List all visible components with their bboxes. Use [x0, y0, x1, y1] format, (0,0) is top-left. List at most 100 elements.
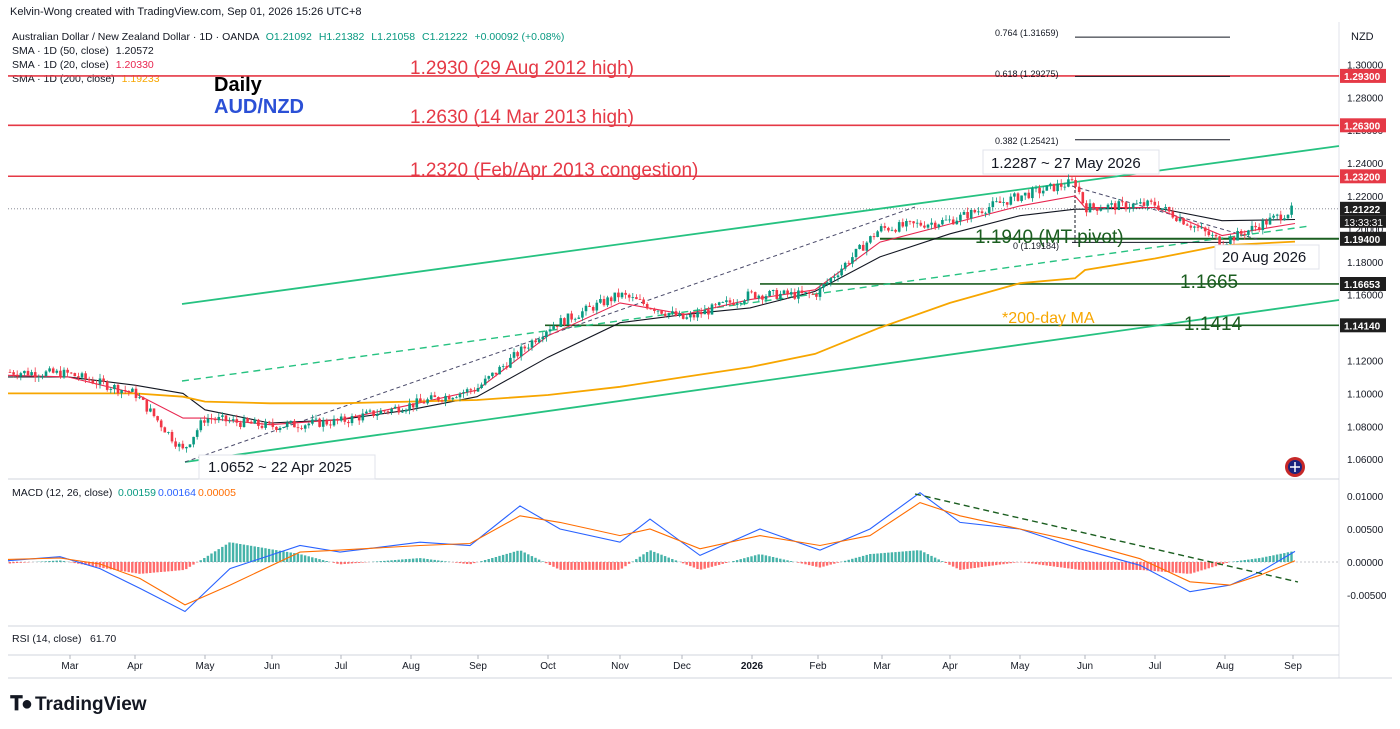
- macd-hist-bar: [296, 553, 300, 562]
- candle-body: [235, 419, 239, 423]
- candle-body: [19, 373, 23, 377]
- macd-hist-bar: [1013, 562, 1016, 563]
- macd-hist-bar: [725, 562, 728, 563]
- candle-body: [1095, 207, 1099, 211]
- candle-body: [51, 368, 55, 373]
- candle-body: [836, 275, 840, 278]
- candle-body: [1009, 196, 1013, 205]
- tradingview-logo[interactable]: 𝐓● TradingView: [10, 693, 147, 716]
- candle-body: [350, 416, 354, 424]
- candle-body: [1211, 234, 1214, 236]
- macd-hist-bar: [8, 562, 12, 564]
- candle-body: [26, 370, 30, 376]
- macd-hist-bar: [149, 562, 152, 573]
- macd-hist-bar: [23, 562, 26, 563]
- candle-body: [300, 428, 303, 429]
- rsi-value: 61.70: [90, 633, 116, 645]
- macd-hist-bar: [501, 554, 505, 562]
- macd-hist-bar: [444, 561, 447, 562]
- candle-body: [573, 318, 577, 320]
- candle-body: [23, 370, 26, 374]
- price-tick-9: 1.12000: [1347, 357, 1384, 368]
- macd-hist-bar: [721, 562, 724, 564]
- macd-hist-bar: [707, 562, 710, 568]
- candle-body: [296, 427, 300, 429]
- price-tag-5: 1.16653: [1344, 280, 1381, 291]
- macd-hist-bar: [109, 562, 112, 570]
- price-tag-bg-4: [1340, 231, 1386, 246]
- candle-body: [674, 311, 678, 316]
- candle-body: [303, 425, 307, 429]
- macd-hist-bar: [804, 562, 807, 565]
- candle-body: [1160, 208, 1164, 210]
- macd-hist-bar: [584, 562, 588, 570]
- macd-hist-bar: [1002, 562, 1005, 565]
- macd-hist-bar: [1085, 562, 1088, 570]
- macd-hist-bar: [95, 562, 98, 567]
- macd-hist-bar: [555, 562, 559, 569]
- macd-hist-bar: [1063, 562, 1066, 568]
- time-tick-8: Nov: [611, 661, 629, 672]
- macd-hist-bar: [1131, 562, 1135, 570]
- candle-body: [1117, 201, 1121, 210]
- flag-icon[interactable]: [1285, 457, 1305, 477]
- time-tick-9: Dec: [673, 661, 691, 672]
- macd-hist-bar: [15, 562, 19, 563]
- price-tick-4: 1.22000: [1347, 192, 1384, 203]
- candle-body: [588, 305, 591, 307]
- candle-body: [458, 393, 462, 398]
- candle-body: [581, 311, 584, 318]
- macd-hist-bar: [581, 562, 584, 570]
- candle-body: [710, 304, 714, 315]
- candle-body: [1013, 193, 1016, 197]
- macd-hist-bar: [199, 560, 202, 562]
- macd-hist-bar: [1250, 559, 1254, 562]
- time-tick-11: Feb: [809, 661, 827, 672]
- candle-body: [1016, 193, 1020, 201]
- candle-body: [231, 419, 235, 421]
- candle-body: [1121, 201, 1124, 203]
- macd-hist-bar: [411, 558, 415, 562]
- candle-body: [714, 304, 717, 306]
- candle-body: [764, 296, 768, 300]
- macd-hist-bar: [404, 559, 408, 562]
- candle-body: [1052, 183, 1056, 192]
- macd-hist-bar: [685, 562, 688, 565]
- time-tick-12: Mar: [873, 661, 891, 672]
- macd-hist-bar: [203, 558, 206, 562]
- macd-hist-bar: [869, 554, 872, 562]
- candle-body: [1038, 187, 1041, 194]
- fib-618-label: 0.618 (1.29275): [995, 69, 1059, 79]
- macd-hist-bar: [422, 558, 426, 562]
- candle-body: [944, 219, 948, 221]
- high-value: H1.21382: [318, 31, 365, 43]
- candle-body: [505, 366, 509, 368]
- candle-body: [692, 314, 696, 318]
- macd-hist-bar: [1005, 562, 1009, 564]
- macd-hist-bar: [120, 562, 123, 571]
- candle-body: [437, 397, 440, 401]
- macd-hist-bar: [271, 549, 274, 562]
- symbol-name: Australian Dollar / New Zealand Dollar ·…: [12, 31, 259, 43]
- candle-body: [732, 302, 735, 305]
- macd-hist-bar: [606, 562, 609, 570]
- macd-hist-bar: [1023, 562, 1027, 563]
- macd-hist-bar: [717, 562, 721, 565]
- macd-hist-bar: [789, 561, 793, 562]
- macd-hist-bar: [325, 561, 328, 562]
- macd-hist-bar: [595, 562, 598, 570]
- candle-body: [185, 447, 188, 449]
- candle-body: [332, 418, 336, 426]
- macd-hist-bar: [483, 560, 487, 562]
- macd-hist-bar: [815, 562, 818, 567]
- macd-pane: 0.01000 0.00500 0.00000 -0.00500: [7, 492, 1387, 613]
- candle-body: [120, 390, 123, 394]
- candle-body: [959, 214, 962, 221]
- annotation-peak: 1.2287 ~ 27 May 2026: [991, 155, 1141, 172]
- candle-body: [1124, 202, 1128, 210]
- price-tick-0: 1.30000: [1347, 60, 1384, 71]
- candle-body: [937, 224, 941, 228]
- candle-body: [393, 406, 397, 409]
- macd-hist-bar: [825, 562, 829, 566]
